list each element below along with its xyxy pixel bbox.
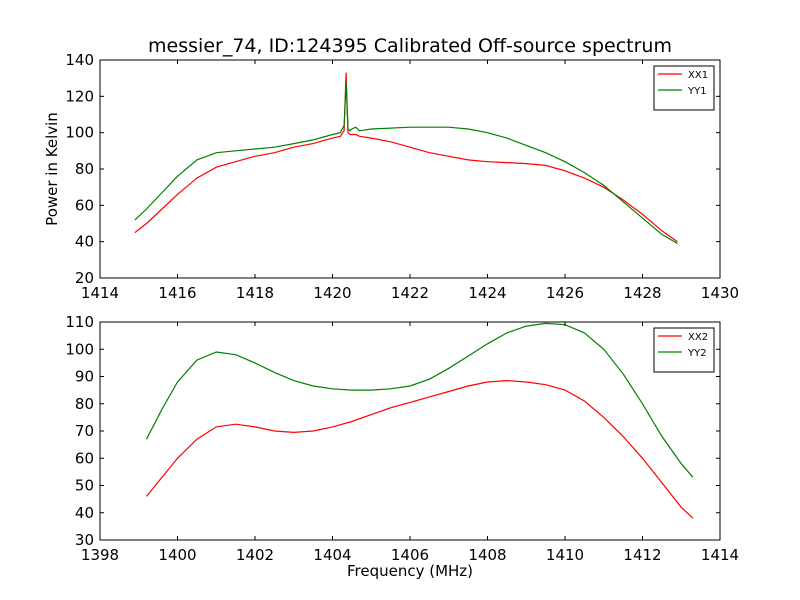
- panel-1-x-tick-label: 1424: [468, 284, 506, 302]
- panel-2-y-tick-label: 50: [75, 477, 94, 495]
- panel-1-x-tick-label: 1422: [391, 284, 429, 302]
- panel-2-x-tick-label: 1408: [468, 546, 506, 564]
- panel-2-x-tick-label: 1400: [158, 546, 196, 564]
- panel-2-x-tick-label: 1398: [81, 546, 119, 564]
- panel-2-series-xx2-line: [146, 379, 694, 519]
- panel-2-x-tick-label: 1402: [236, 546, 274, 564]
- panel-1-x-tick-label: 1430: [701, 284, 739, 302]
- panel-2-y-tick-label: 40: [75, 504, 94, 522]
- panel-2-y-tick-label: 70: [75, 422, 94, 440]
- panel-1-y-tick-label: 40: [75, 233, 94, 251]
- panel-2-legend-label-yy2: YY2: [687, 348, 707, 359]
- panel-1-x-tick-label: 1416: [158, 284, 196, 302]
- panel-2-x-tick-label: 1410: [546, 546, 584, 564]
- panel-2-legend-label-xx2: XX2: [688, 332, 708, 343]
- panel-2-x-tick-label: 1406: [391, 546, 429, 564]
- panel-2-x-tick-label: 1404: [313, 546, 351, 564]
- panel-1-x-tick-label: 1418: [236, 284, 274, 302]
- panel-1-x-tick-label: 1420: [313, 284, 351, 302]
- panel-1-x-tick-label: 1414: [81, 284, 119, 302]
- panel-1-x-tick-label: 1428: [623, 284, 661, 302]
- panel-1-y-tick-label: 20: [75, 269, 94, 287]
- panel-1-x-tick-label: 1426: [546, 284, 584, 302]
- panel-2-y-tick-label: 110: [65, 313, 94, 331]
- panel-2-series-yy2-line: [145, 322, 694, 478]
- panel-1-plot-frame: [99, 59, 721, 279]
- panel-1-legend-label-xx1: XX1: [688, 70, 708, 81]
- panel-1-y-tick-label: 100: [65, 124, 94, 142]
- panel-1-legend-box: [653, 65, 715, 111]
- panel-2-y-tick-label: 90: [75, 368, 94, 386]
- panel-2-x-tick-label: 1412: [623, 546, 661, 564]
- panel-1-chart-title: messier_74, ID:124395 Calibrated Off-sou…: [148, 35, 672, 57]
- panel-1-legend-label-yy1: YY1: [687, 86, 707, 97]
- panel-2-x-tick-label: 1414: [701, 546, 739, 564]
- panel-2-x-axis-label: Frequency (MHz): [347, 562, 473, 580]
- panel-1-y-tick-label: 80: [75, 160, 94, 178]
- panel-2-y-tick-label: 60: [75, 449, 94, 467]
- panel-2-plot-frame: [99, 321, 721, 541]
- panel-2-legend-box: [653, 327, 715, 373]
- panel-1-series-yy1-line: [134, 81, 678, 245]
- panel-1-y-axis-label: Power in Kelvin: [43, 112, 61, 226]
- panel-1-y-tick-label: 140: [65, 51, 94, 69]
- panel-1-y-tick-label: 120: [65, 87, 94, 105]
- panel-2-y-tick-label: 100: [65, 340, 94, 358]
- panel-1-y-tick-label: 60: [75, 196, 94, 214]
- panel-2-y-tick-label: 80: [75, 395, 94, 413]
- panel-1-series-xx1-line: [134, 72, 678, 243]
- panel-2-y-tick-label: 30: [75, 531, 94, 549]
